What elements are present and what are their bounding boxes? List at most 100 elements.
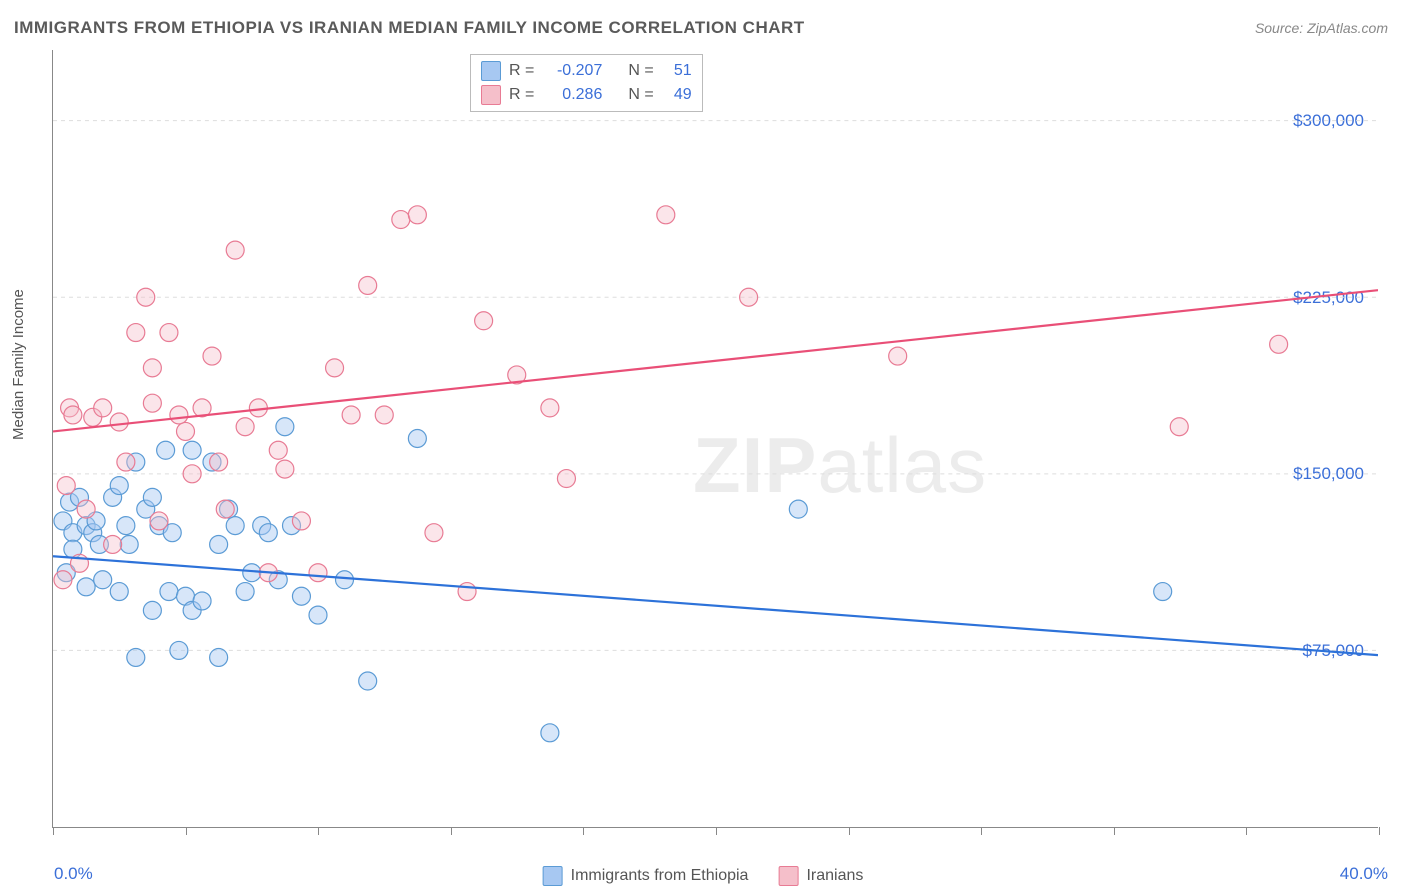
legend-swatch bbox=[543, 866, 563, 886]
legend-label: Iranians bbox=[806, 867, 863, 885]
data-point bbox=[541, 724, 559, 742]
x-tick bbox=[451, 827, 452, 835]
legend-n-value: 51 bbox=[662, 59, 692, 83]
x-tick bbox=[583, 827, 584, 835]
data-point bbox=[77, 500, 95, 518]
x-tick bbox=[53, 827, 54, 835]
data-point bbox=[269, 441, 287, 459]
data-point bbox=[740, 288, 758, 306]
data-point bbox=[120, 535, 138, 553]
data-point bbox=[127, 648, 145, 666]
trendline bbox=[53, 556, 1378, 655]
legend-n-label: N = bbox=[628, 59, 653, 83]
x-tick bbox=[981, 827, 982, 835]
chart-title: IMMIGRANTS FROM ETHIOPIA VS IRANIAN MEDI… bbox=[14, 18, 805, 38]
x-axis-min-label: 0.0% bbox=[54, 864, 93, 884]
data-point bbox=[170, 406, 188, 424]
x-tick bbox=[186, 827, 187, 835]
data-point bbox=[210, 453, 228, 471]
data-point bbox=[1170, 418, 1188, 436]
correlation-legend: R = -0.207 N = 51 R = 0.286 N = 49 bbox=[470, 54, 703, 112]
y-axis-label: Median Family Income bbox=[10, 289, 27, 440]
data-point bbox=[425, 524, 443, 542]
scatter-svg bbox=[53, 50, 1378, 827]
x-axis-max-label: 40.0% bbox=[1340, 864, 1388, 884]
legend-swatch bbox=[778, 866, 798, 886]
data-point bbox=[292, 587, 310, 605]
data-point bbox=[210, 648, 228, 666]
data-point bbox=[143, 394, 161, 412]
data-point bbox=[160, 583, 178, 601]
data-point bbox=[408, 206, 426, 224]
data-point bbox=[309, 606, 327, 624]
legend-item: Immigrants from Ethiopia bbox=[543, 866, 749, 886]
data-point bbox=[54, 571, 72, 589]
legend-swatch bbox=[481, 85, 501, 105]
data-point bbox=[889, 347, 907, 365]
data-point bbox=[150, 512, 168, 530]
data-point bbox=[143, 488, 161, 506]
data-point bbox=[458, 583, 476, 601]
legend-n-value: 49 bbox=[662, 83, 692, 107]
data-point bbox=[475, 312, 493, 330]
data-point bbox=[236, 583, 254, 601]
data-point bbox=[137, 288, 155, 306]
data-point bbox=[183, 465, 201, 483]
data-point bbox=[336, 571, 354, 589]
data-point bbox=[94, 399, 112, 417]
x-tick bbox=[318, 827, 319, 835]
data-point bbox=[64, 406, 82, 424]
x-tick bbox=[1246, 827, 1247, 835]
data-point bbox=[657, 206, 675, 224]
data-point bbox=[193, 592, 211, 610]
x-tick bbox=[1114, 827, 1115, 835]
data-point bbox=[183, 441, 201, 459]
data-point bbox=[160, 324, 178, 342]
data-point bbox=[110, 583, 128, 601]
legend-r-label: R = bbox=[509, 83, 534, 107]
data-point bbox=[57, 477, 75, 495]
data-point bbox=[236, 418, 254, 436]
data-point bbox=[276, 460, 294, 478]
data-point bbox=[127, 324, 145, 342]
trendline bbox=[53, 290, 1378, 431]
data-point bbox=[541, 399, 559, 417]
data-point bbox=[557, 470, 575, 488]
data-point bbox=[177, 422, 195, 440]
data-point bbox=[110, 477, 128, 495]
plot-area: ZIPatlas $75,000$150,000$225,000$300,000 bbox=[52, 50, 1378, 828]
data-point bbox=[157, 441, 175, 459]
legend-n-label: N = bbox=[628, 83, 653, 107]
data-point bbox=[203, 347, 221, 365]
x-tick bbox=[1379, 827, 1380, 835]
x-tick bbox=[849, 827, 850, 835]
data-point bbox=[789, 500, 807, 518]
data-point bbox=[375, 406, 393, 424]
data-point bbox=[226, 241, 244, 259]
legend-row: R = 0.286 N = 49 bbox=[481, 83, 692, 107]
series-legend: Immigrants from Ethiopia Iranians bbox=[543, 866, 864, 886]
data-point bbox=[117, 517, 135, 535]
data-point bbox=[292, 512, 310, 530]
data-point bbox=[216, 500, 234, 518]
x-tick bbox=[716, 827, 717, 835]
data-point bbox=[326, 359, 344, 377]
data-point bbox=[170, 641, 188, 659]
data-point bbox=[143, 359, 161, 377]
legend-swatch bbox=[481, 61, 501, 81]
legend-item: Iranians bbox=[778, 866, 863, 886]
data-point bbox=[408, 430, 426, 448]
source-attribution: Source: ZipAtlas.com bbox=[1255, 20, 1388, 36]
data-point bbox=[276, 418, 294, 436]
data-point bbox=[359, 276, 377, 294]
data-point bbox=[243, 564, 261, 582]
legend-r-value: 0.286 bbox=[542, 83, 602, 107]
legend-r-label: R = bbox=[509, 59, 534, 83]
data-point bbox=[359, 672, 377, 690]
data-point bbox=[259, 524, 277, 542]
data-point bbox=[309, 564, 327, 582]
data-point bbox=[342, 406, 360, 424]
data-point bbox=[210, 535, 228, 553]
data-point bbox=[1270, 335, 1288, 353]
legend-r-value: -0.207 bbox=[542, 59, 602, 83]
